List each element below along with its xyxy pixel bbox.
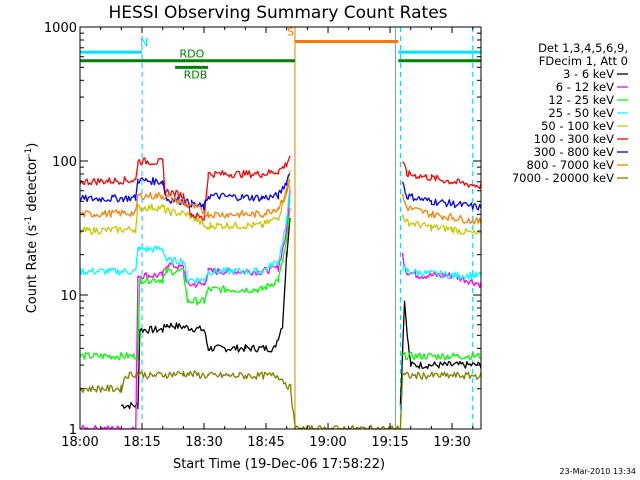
legend: Det 1,3,4,5,6,9,FDecim 1, Att 03 - 6 keV…	[512, 41, 628, 185]
series-line	[79, 208, 482, 361]
series-path	[79, 155, 291, 221]
chart-title: HESSI Observing Summary Count Rates	[108, 3, 447, 23]
series-path	[402, 161, 482, 190]
flag-label: RDB	[184, 68, 208, 81]
series-line	[79, 184, 482, 284]
series-path	[80, 189, 291, 430]
series-path	[401, 265, 482, 280]
series-line	[80, 189, 482, 430]
legend-entry-label: 12 - 25 keV	[548, 93, 614, 107]
y-axis-label: Count Rate (s-1 detector-1)	[24, 143, 40, 314]
x-tick-label: 18:30	[185, 435, 222, 450]
series-path	[399, 300, 482, 405]
legend-entry-label: 6 - 12 keV	[556, 80, 614, 94]
series-line	[79, 370, 482, 430]
series-line	[79, 170, 482, 235]
legend-entry-label: 3 - 6 keV	[563, 67, 614, 81]
series-line	[79, 155, 482, 221]
series-path	[399, 351, 482, 361]
legend-header: Det 1,3,4,5,6,9,	[538, 41, 628, 55]
x-tick-label: 19:30	[433, 435, 470, 450]
x-tick-label: 19:00	[309, 435, 346, 450]
series-path	[79, 170, 291, 235]
flag-label: S	[287, 25, 294, 38]
series-path	[401, 193, 482, 225]
y-tick-label: 10	[60, 289, 77, 304]
series-path	[79, 178, 291, 219]
plot-frame	[79, 26, 482, 430]
x-axis-label: Start Time (19-Dec-06 17:58:22)	[173, 457, 385, 472]
axes: 18:00 18:15 18:30 18:45 19:00 19:15 19:30 1 10 10…	[44, 21, 481, 450]
y-tick-label: 1	[69, 423, 77, 438]
series-path	[401, 214, 482, 235]
legend-entry-label: 100 - 300 keV	[534, 132, 614, 146]
plot-area: N RDO RDB S	[79, 25, 482, 430]
series-path	[401, 181, 482, 211]
legend-entry-label: 50 - 100 keV	[541, 119, 614, 133]
x-tick-label: 18:15	[123, 435, 160, 450]
x-tick-label: 19:15	[371, 435, 408, 450]
series-path	[121, 217, 291, 410]
series-path	[79, 173, 291, 211]
flag-label: RDO	[179, 48, 204, 61]
y-tick-label: 100	[52, 155, 77, 170]
series-path	[79, 370, 482, 430]
series-path	[79, 184, 291, 284]
legend-entry-label: 7000 - 20000 keV	[512, 171, 614, 185]
series-path	[79, 208, 291, 361]
x-tick-label: 18:45	[247, 435, 284, 450]
legend-header: FDecim 1, Att 0	[539, 54, 628, 68]
legend-entry-label: 300 - 800 keV	[534, 145, 614, 159]
flag-label: N	[140, 36, 148, 49]
series-line	[121, 217, 482, 410]
series-line	[79, 173, 482, 211]
x-tick-label: 18:00	[61, 435, 98, 450]
y-tick-label: 1000	[44, 21, 77, 36]
series-line	[79, 178, 482, 225]
timestamp: 23-Mar-2010 13:34	[560, 467, 637, 476]
legend-entry-label: 25 - 50 keV	[548, 106, 614, 120]
legend-entry-label: 800 - 7000 keV	[526, 158, 614, 172]
